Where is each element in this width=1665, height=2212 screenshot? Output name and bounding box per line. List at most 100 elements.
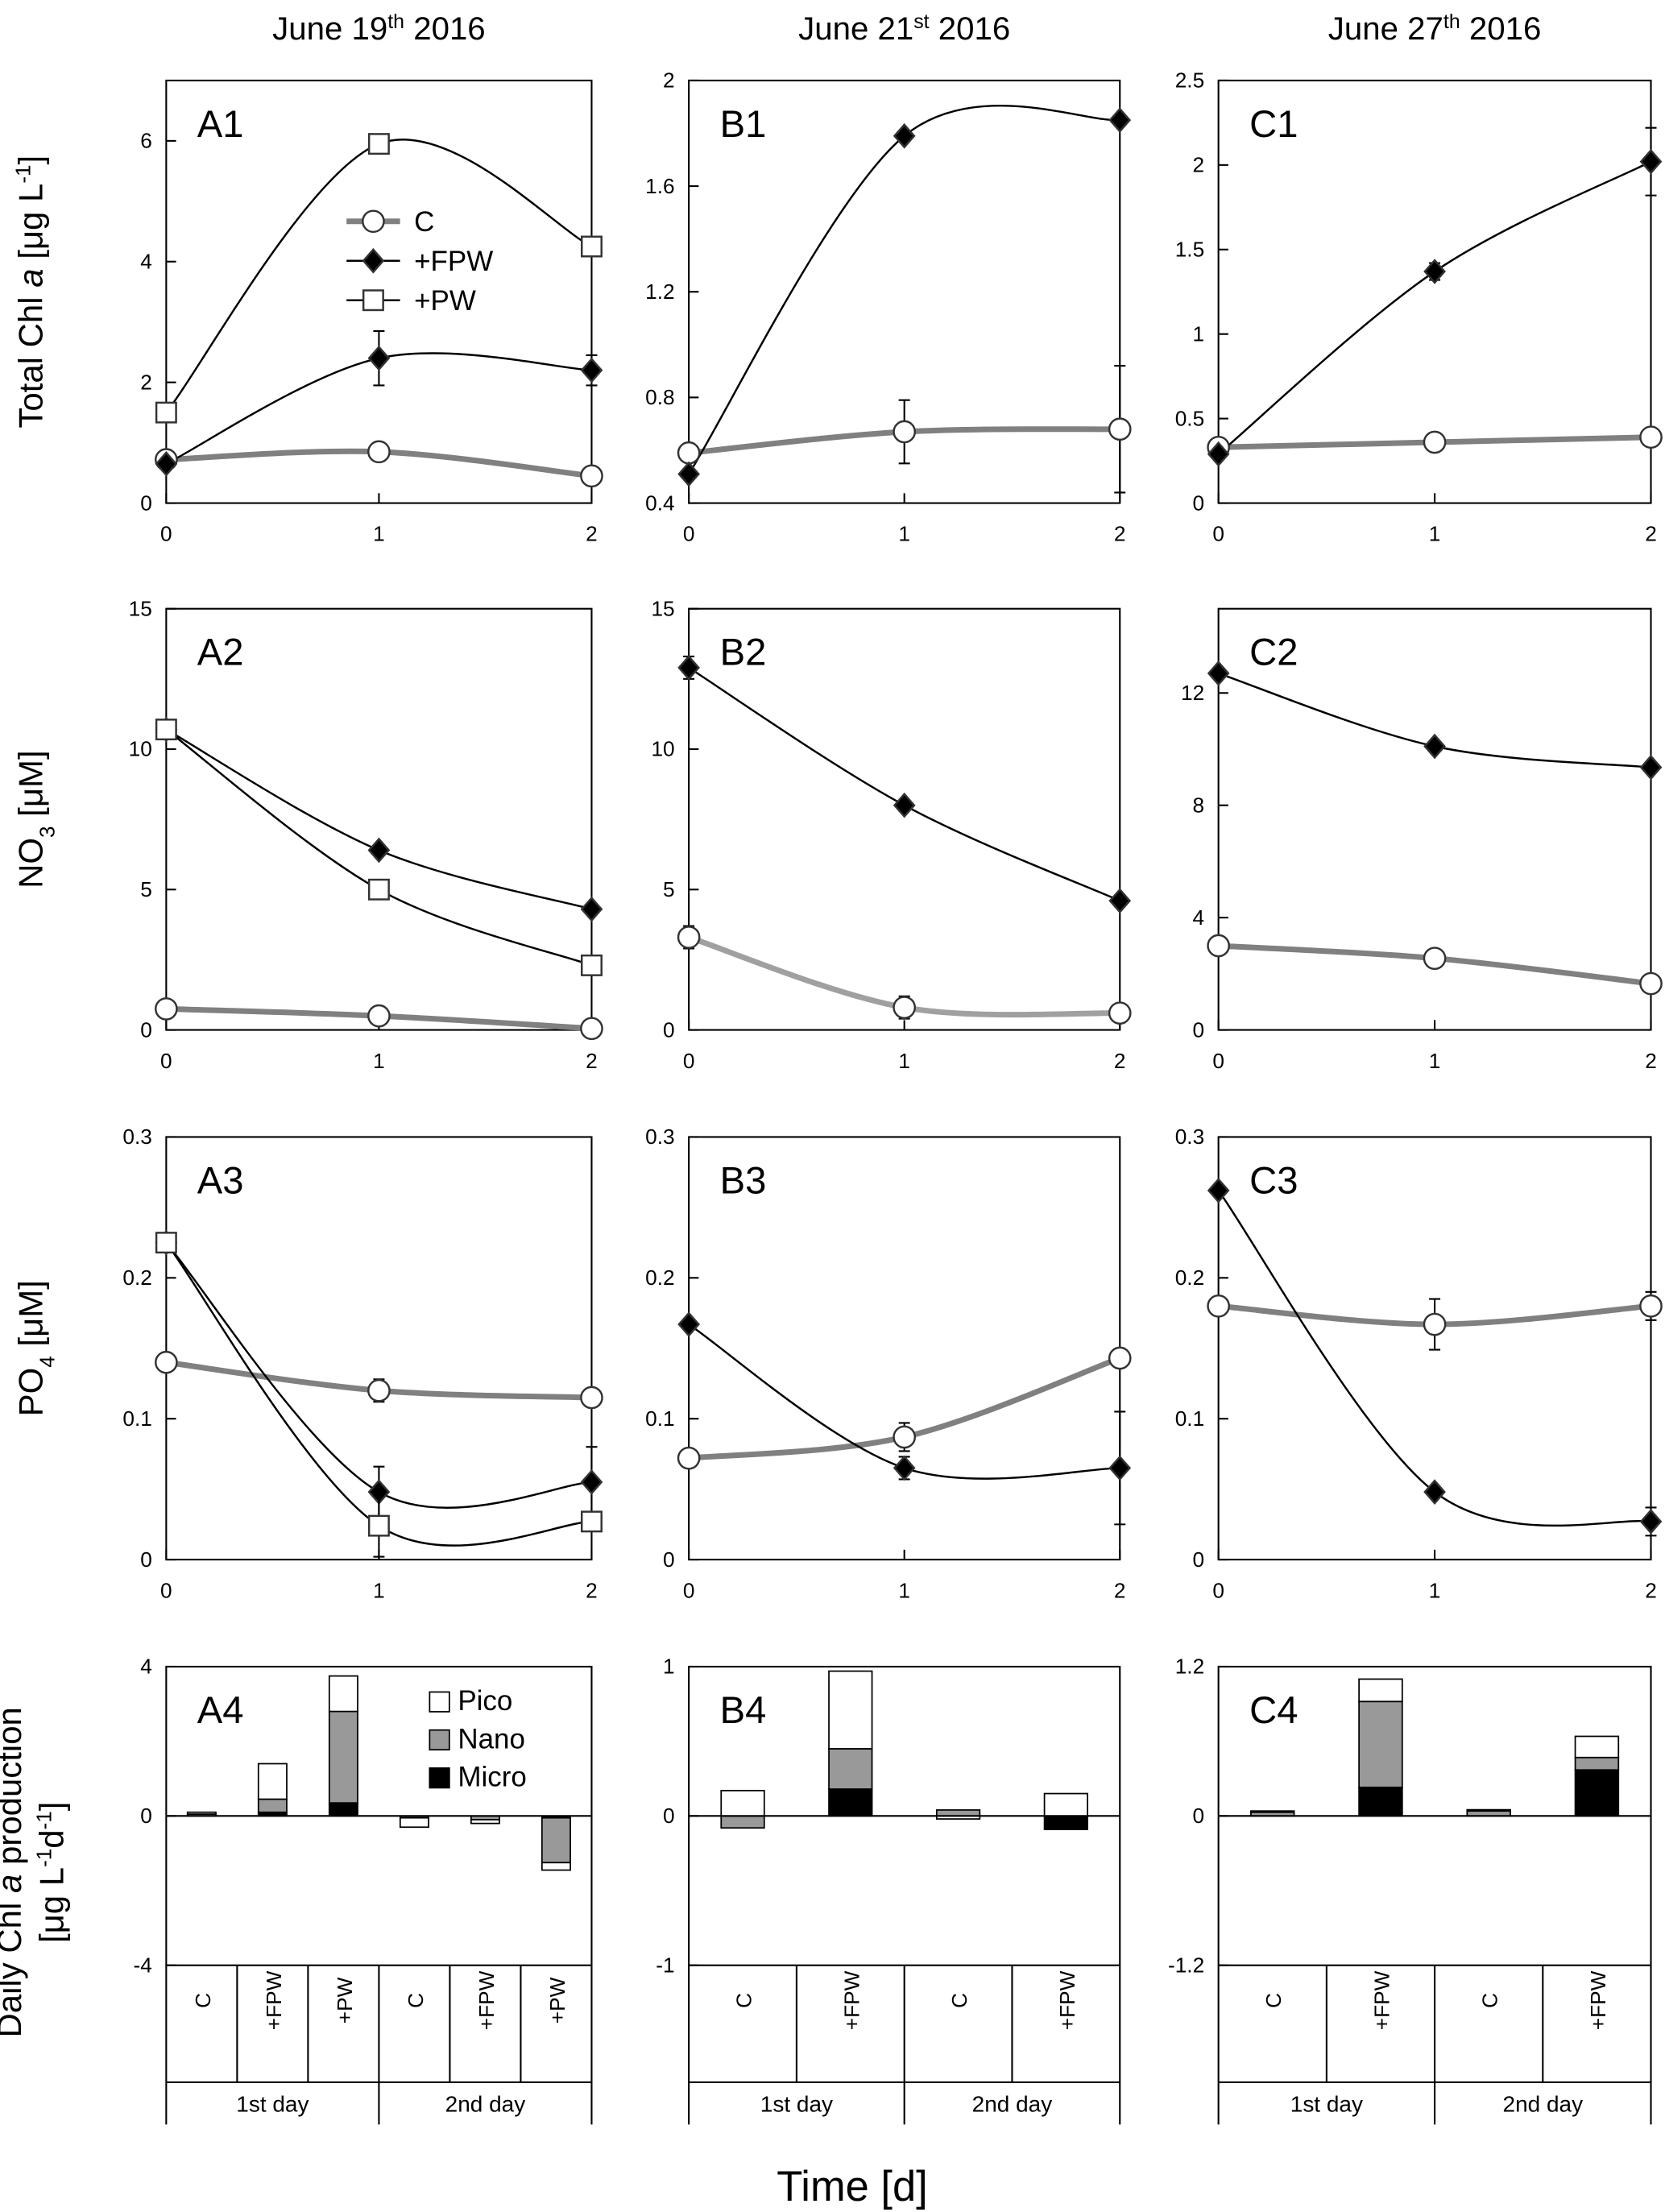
text-part: 2016 [404,10,486,47]
marker [367,345,391,371]
row-label: Daily Chl a production [0,1707,28,2037]
y-tick-label: 0 [140,1017,152,1042]
series-line [688,104,1120,475]
row-label: [μg L-1d-1] [32,1802,71,1943]
category-label: +FPW [262,1970,286,2030]
panel-label: B2 [720,632,767,674]
marker [893,1455,916,1481]
bar-segment [541,1862,571,1871]
y-tick-label: 10 [129,737,152,761]
category-label: C [732,1993,756,2008]
text-part: 4 [35,1356,59,1367]
text-part: 3 [35,826,59,837]
x-axis-label: Time [d] [777,2164,928,2210]
bar-segment [935,1809,981,1817]
bar-segment [1358,1678,1403,1703]
bar-segment [1358,1700,1403,1788]
y-tick-label: 4 [140,250,152,274]
y-tick-label: 5 [140,877,152,901]
panel-label: A2 [197,632,244,674]
text-part: a [0,1874,28,1893]
y-tick-label: 0.1 [645,1406,674,1431]
row-label: Total Chl a [μg L-1] [10,155,49,429]
text-part: 2016 [930,10,1011,47]
marker [155,719,177,741]
marker [1207,1178,1230,1203]
panel-label: A4 [197,1689,244,1732]
bar-segment [257,1798,288,1813]
x-tick-label: 0 [683,1578,695,1602]
y-tick-label: 0 [140,1804,152,1828]
x-tick-label: 1 [373,522,385,546]
marker [1423,733,1446,760]
x-tick-label: 1 [1429,1049,1441,1073]
marker [1207,1294,1230,1318]
x-tick-label: 0 [160,522,172,546]
legend-label: Nano [458,1723,525,1754]
row-label: NO3 [μM] [11,750,59,889]
bar-segment [828,1748,873,1790]
series-line [688,666,1120,902]
marker [367,440,391,464]
panel-label: C1 [1249,103,1298,146]
category-label: +FPW [839,1970,864,2030]
marker [1639,1294,1663,1318]
marker [1207,661,1230,686]
group-label: 2nd day [1503,2092,1584,2117]
text-part: June 21 [798,10,913,47]
marker [677,926,701,949]
series-line [1217,1190,1651,1527]
group-label: 2nd day [445,2092,526,2117]
marker [1207,934,1230,958]
marker [677,461,700,487]
marker [1423,1479,1446,1506]
bar-segment [1574,1769,1620,1817]
marker [1108,888,1132,914]
bar-segment [720,1789,765,1817]
y-tick-label: 2 [140,370,152,394]
bar-segment [541,1816,571,1864]
marker [893,996,917,1020]
category-label: +PW [333,1977,357,2024]
y-tick-label: 0 [1193,1547,1205,1572]
marker [1639,425,1663,449]
y-tick-label: 0.2 [122,1265,151,1290]
marker [1423,1312,1447,1336]
x-tick-label: 1 [373,1578,385,1602]
category-label: +FPW [1586,1970,1610,2030]
text-part: PO [11,1368,49,1417]
text-part: -1 [10,164,35,183]
x-tick-label: 2 [1114,1049,1126,1073]
x-tick-label: 0 [1212,522,1224,546]
legend-label: C [414,206,434,238]
marker [155,1232,177,1254]
bar-segment [1466,1808,1511,1812]
marker [1423,259,1446,284]
marker [1108,107,1132,133]
category-label: C [1478,1993,1502,2008]
x-tick-label: 0 [683,1049,695,1073]
bar-segment [1574,1756,1620,1771]
legend-swatch [429,1691,450,1713]
group-label: 1st day [760,2092,833,2117]
bar-segment [1574,1735,1620,1758]
y-tick-label: 0 [1193,1017,1205,1042]
marker [1639,148,1663,175]
marker [580,1469,603,1495]
bar-segment [1358,1786,1403,1817]
category-label: C [1261,1993,1286,2008]
text-part: a [11,268,49,287]
y-tick-label: 1 [1193,321,1205,346]
row-label: PO4 [μM] [11,1280,59,1416]
bar-segment [828,1788,873,1817]
text-part: th [387,10,404,33]
x-tick-label: 2 [1114,522,1126,546]
group-label: 1st day [1290,2092,1363,2117]
marker [1639,971,1663,996]
marker [677,655,700,681]
x-tick-label: 2 [1645,522,1657,546]
text-part: Daily Chl [0,1893,28,2038]
legend-label: Pico [458,1685,512,1717]
marker [155,1350,178,1374]
